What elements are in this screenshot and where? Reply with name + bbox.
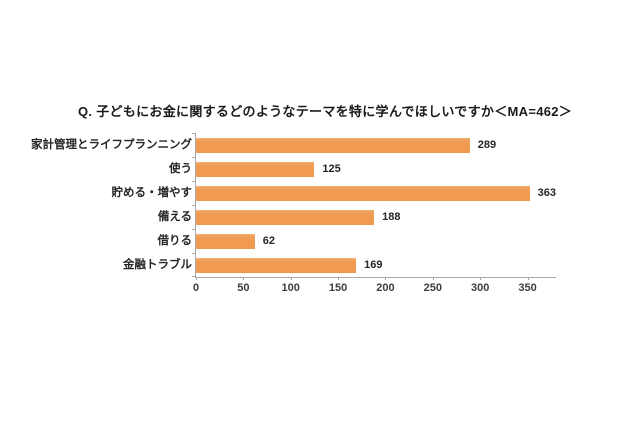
category-label: 借りる [157,235,193,247]
x-tick-label: 250 [423,282,443,294]
category-label: 貯める・増やす [111,187,193,199]
y-tick-mark [192,133,195,134]
x-axis-line [195,277,556,278]
y-tick-mark [192,253,195,254]
x-tick-mark [196,277,197,280]
chart-title: Q. 子どもにお金に関するどのようなテーマを特に学んでほしいですか＜MA=462… [78,104,573,119]
x-tick-mark [432,277,434,280]
x-tick-label: 50 [237,282,250,294]
y-axis-line [195,133,196,277]
x-tick-label: 0 [192,282,200,294]
x-tick-mark [338,277,340,280]
bar-row: 125 [196,157,556,181]
x-tick-mark [385,277,387,280]
x-tick-label: 350 [518,282,537,294]
bar-value: 169 [364,259,383,271]
category-label: 家計管理とライフプランニング [31,139,192,151]
y-tick-mark [192,229,195,230]
y-axis-ticks [192,133,196,277]
bar-5 [196,233,255,249]
x-tick-label: 300 [471,282,490,294]
x-tick-mark [290,277,292,280]
bar-row: 169 [196,253,556,277]
plot-area: 289 125 363 188 62 169 0 50 100 150 200 250 300 350 [192,133,556,294]
x-tick-mark [527,277,529,280]
category-label: 備える [157,211,192,223]
category-label: 使う [169,163,192,175]
bar-6 [196,257,357,273]
x-tick-mark [480,277,482,280]
bar-row: 62 [196,229,556,253]
bar-value: 62 [262,235,275,247]
x-axis-tick-labels: 0 50 100 150 200 250 300 350 [192,277,556,297]
x-tick-label: 100 [281,282,300,294]
bar-row: 363 [196,181,556,205]
bar-value: 289 [477,139,497,151]
x-tick-mark [243,277,245,280]
x-tick-label: 150 [328,282,348,294]
bar-2 [196,161,315,177]
y-tick-mark [192,157,195,158]
bar-3 [196,185,530,201]
bar-value: 125 [322,163,341,175]
y-tick-mark [192,205,195,206]
y-tick-mark [192,276,195,277]
category-labels: 家計管理とライフプランニング使う貯める・増やす備える借りる金融トラブル [30,133,192,277]
x-tick-label: 200 [376,282,395,294]
bar-row: 188 [196,205,556,229]
bar-series: 289 125 363 188 62 169 [196,133,556,277]
bar-1 [196,137,470,153]
bar-value: 363 [537,187,556,199]
bar-value: 188 [382,211,401,223]
bar-row: 289 [196,133,556,157]
x-axis-tick-marks [196,277,556,297]
category-label: 金融トラブル [123,259,192,271]
bar-4 [196,209,375,225]
y-tick-mark [192,181,195,182]
